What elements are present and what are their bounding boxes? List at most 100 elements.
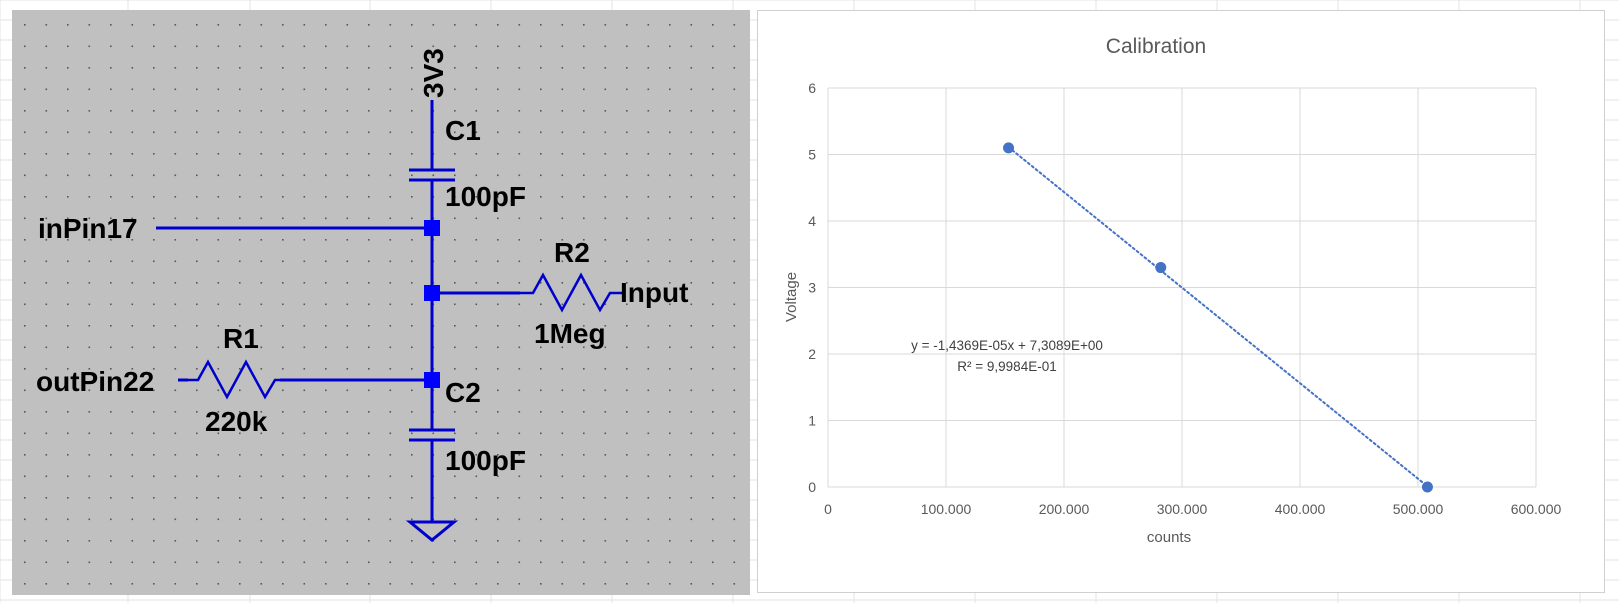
- grid-dot: [389, 475, 392, 478]
- grid-dot: [733, 411, 736, 413]
- grid-dot: [518, 153, 521, 155]
- grid-dot: [217, 45, 220, 48]
- grid-dot: [303, 518, 306, 521]
- grid-dot: [325, 131, 327, 134]
- grid-dot: [583, 454, 585, 456]
- grid-dot: [346, 454, 349, 456]
- grid-dot: [110, 174, 112, 177]
- grid-dot: [432, 24, 435, 26]
- x-tick-label: 400.000: [1275, 501, 1326, 517]
- grid-dot: [411, 561, 413, 564]
- grid-dot: [67, 325, 69, 327]
- grid-dot: [131, 303, 134, 306]
- grid-dot: [174, 196, 177, 198]
- grid-dot: [561, 561, 564, 564]
- grid-dot: [217, 389, 220, 392]
- grid-dot: [604, 368, 607, 370]
- grid-dot: [196, 174, 198, 177]
- grid-dot: [604, 497, 607, 499]
- grid-dot: [669, 561, 671, 564]
- grid-dot: [497, 497, 499, 499]
- grid-dot: [411, 282, 413, 284]
- grid-dot: [411, 88, 413, 91]
- grid-dot: [475, 153, 478, 155]
- grid-dot: [712, 368, 714, 370]
- grid-dot: [518, 475, 521, 478]
- calibration-chart[interactable]: Calibration 0 1 2 3 4 5 6 0 100.000 200.000 300.0…: [757, 10, 1605, 593]
- grid-dot: [733, 497, 736, 499]
- supply-label: 3V3: [418, 48, 449, 98]
- grid-dot: [239, 282, 241, 284]
- grid-dot: [389, 88, 392, 91]
- grid-dot: [131, 131, 134, 134]
- grid-dot: [368, 303, 370, 306]
- grid-dot: [518, 110, 521, 112]
- grid-dot: [604, 88, 607, 91]
- grid-dot: [518, 346, 521, 349]
- y-tick-label: 2: [808, 346, 816, 362]
- grid-dot: [131, 153, 134, 155]
- grid-dot: [561, 475, 564, 478]
- grid-dot: [454, 411, 456, 413]
- grid-dot: [282, 475, 284, 478]
- grid-dot: [669, 475, 671, 478]
- grid-dot: [669, 67, 671, 69]
- grid-dot: [647, 325, 650, 327]
- grid-dot: [67, 583, 69, 585]
- grid-dot: [647, 217, 650, 220]
- grid-dot: [303, 260, 306, 263]
- junction-node-input: [424, 285, 440, 301]
- grid-dot: [45, 110, 48, 112]
- grid-dot: [303, 196, 306, 198]
- grid-dot: [475, 411, 478, 413]
- grid-dot: [518, 561, 521, 564]
- grid-dot: [67, 88, 69, 91]
- grid-dot: [497, 475, 499, 478]
- grid-dot: [260, 217, 263, 220]
- grid-dot: [110, 475, 112, 478]
- grid-dot: [217, 454, 220, 456]
- grid-dot: [153, 518, 155, 521]
- grid-dot: [389, 153, 392, 155]
- grid-dot: [626, 174, 628, 177]
- grid-dot: [647, 389, 650, 392]
- grid-dot: [518, 239, 521, 241]
- grid-dot: [497, 110, 499, 112]
- grid-dot: [454, 346, 456, 349]
- grid-dot: [45, 239, 48, 241]
- grid-dot: [325, 196, 327, 198]
- grid-dot: [260, 260, 263, 263]
- r1-value-label: 220k: [205, 406, 268, 437]
- schematic-panel[interactable]: 3V3 C1 100pF C2 100pF R2 1Meg R1 220k in…: [12, 10, 750, 595]
- grid-dot: [733, 346, 736, 349]
- grid-dot: [475, 131, 478, 134]
- grid-dot: [368, 45, 370, 48]
- grid-dot: [497, 561, 499, 564]
- grid-dot: [647, 346, 650, 349]
- grid-dot: [475, 45, 478, 48]
- grid-dot: [88, 174, 91, 177]
- grid-dot: [153, 303, 155, 306]
- grid-dot: [669, 518, 671, 521]
- grid-dot: [475, 67, 478, 69]
- grid-dot: [454, 282, 456, 284]
- grid-dot: [174, 454, 177, 456]
- grid-dot: [282, 583, 284, 585]
- data-point[interactable]: [1155, 262, 1167, 274]
- data-point[interactable]: [1003, 142, 1015, 154]
- grid-dot: [712, 24, 714, 26]
- grid-dot: [153, 174, 155, 177]
- grid-dot: [475, 432, 478, 435]
- grid-dot: [712, 389, 714, 392]
- grid-dot: [368, 368, 370, 370]
- data-point[interactable]: [1421, 481, 1433, 493]
- grid-dot: [217, 260, 220, 263]
- grid-dot: [239, 45, 241, 48]
- grid-dot: [217, 110, 220, 112]
- grid-dot: [239, 497, 241, 499]
- grid-dot: [196, 153, 198, 155]
- grid-dot: [411, 174, 413, 177]
- grid-dot: [67, 45, 69, 48]
- grid-dot: [475, 346, 478, 349]
- grid-dot: [45, 45, 48, 48]
